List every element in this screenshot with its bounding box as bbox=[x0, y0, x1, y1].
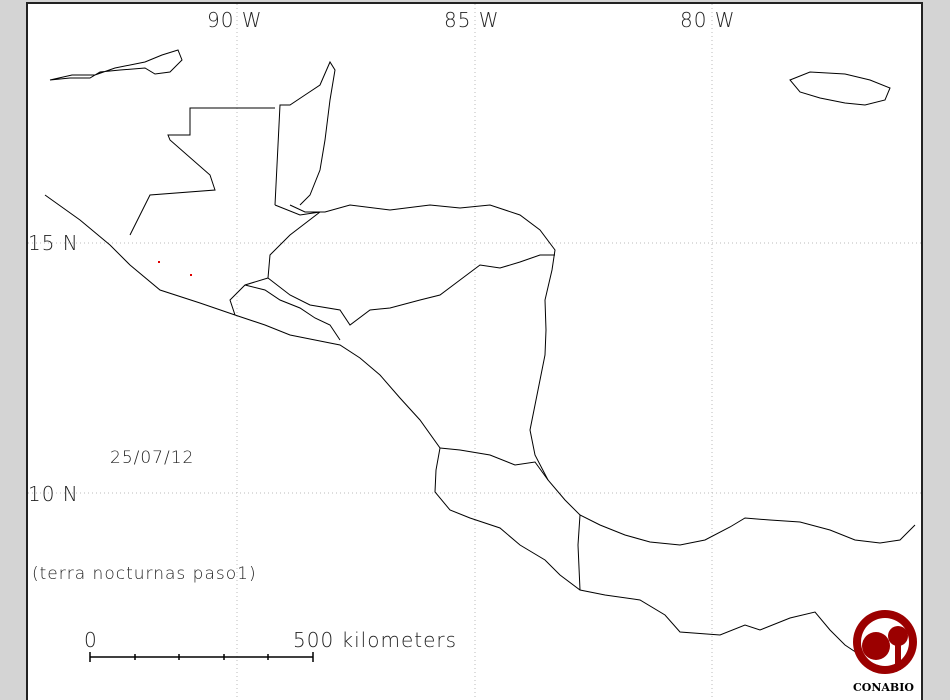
pacific-coastline bbox=[44, 194, 861, 656]
hotspot bbox=[190, 274, 192, 276]
lon-label-85w: 85 W bbox=[444, 8, 500, 32]
yucatan-belize-coast bbox=[274, 60, 336, 206]
scale-bar bbox=[89, 652, 314, 662]
lat-label-10n: 10 N bbox=[28, 482, 79, 506]
scale-start-label: 0 bbox=[84, 628, 98, 652]
caribbean-coastline bbox=[289, 204, 916, 546]
costa-rica-panama-border bbox=[577, 514, 581, 591]
map-frame bbox=[26, 2, 923, 700]
lon-label-90w: 90 W bbox=[207, 8, 263, 32]
scale-end-label: 500 kilometers bbox=[293, 628, 458, 652]
logo-text: CONABIO bbox=[853, 681, 914, 694]
product-label: (terra nocturnas paso1) bbox=[32, 564, 257, 584]
nicaragua-costarica-border bbox=[439, 447, 549, 481]
conabio-logo bbox=[853, 610, 917, 674]
hotspot bbox=[158, 261, 160, 263]
date-label: 25/07/12 bbox=[110, 448, 195, 468]
honduras-border bbox=[267, 254, 555, 326]
jamaica-coastline bbox=[789, 71, 891, 106]
cuba-coastline bbox=[49, 49, 183, 81]
el-salvador-border bbox=[244, 284, 341, 341]
guatemala-border bbox=[129, 107, 321, 316]
lon-label-80w: 80 W bbox=[680, 8, 736, 32]
lat-label-15n: 15 N bbox=[28, 231, 79, 255]
